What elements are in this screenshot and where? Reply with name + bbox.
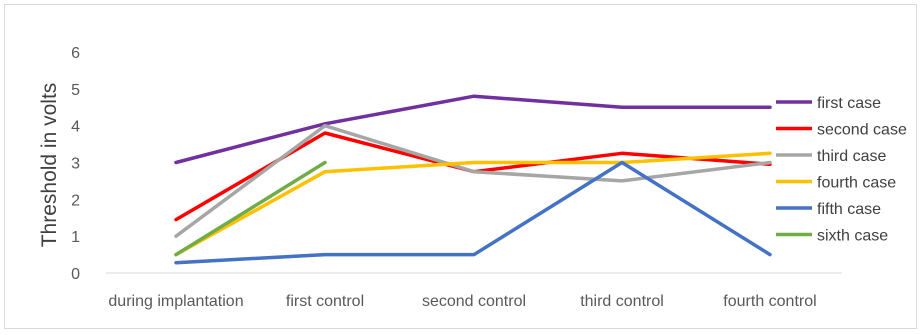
- legend-label: second case: [817, 122, 907, 139]
- y-tick-label: 3: [71, 156, 80, 173]
- y-tick-label: 1: [71, 229, 80, 246]
- y-tick-label: 4: [71, 119, 80, 136]
- x-axis-ticks: during implantation first control second c…: [108, 293, 816, 310]
- legend-label: third case: [817, 148, 886, 165]
- legend-label: first case: [817, 95, 881, 112]
- series-line-3: [174, 123, 772, 238]
- y-tick-label: 2: [71, 192, 80, 209]
- series-line-1: [174, 94, 772, 165]
- y-tick-label: 0: [71, 266, 80, 283]
- y-axis-ticks: 0 1 2 3 4 5 6: [71, 45, 80, 283]
- y-tick-label: 6: [71, 45, 80, 62]
- x-tick-label: during implantation: [108, 293, 243, 310]
- legend-label: fifth case: [817, 201, 881, 218]
- x-tick-label: second control: [422, 293, 526, 310]
- x-tick-label: fourth control: [723, 293, 816, 310]
- x-tick-label: third control: [580, 293, 664, 310]
- y-axis-title: Threshold in volts: [38, 83, 61, 248]
- legend-label: fourth case: [817, 175, 896, 192]
- legend-label: sixth case: [817, 228, 888, 245]
- legend: first case second case third case fourth ca…: [776, 95, 907, 245]
- series-line-5: [174, 160, 772, 265]
- series-lines: [174, 94, 772, 265]
- x-tick-label: first control: [286, 293, 364, 310]
- y-tick-label: 5: [71, 82, 80, 99]
- series-line-4: [174, 151, 772, 257]
- series-line-6: [174, 160, 327, 257]
